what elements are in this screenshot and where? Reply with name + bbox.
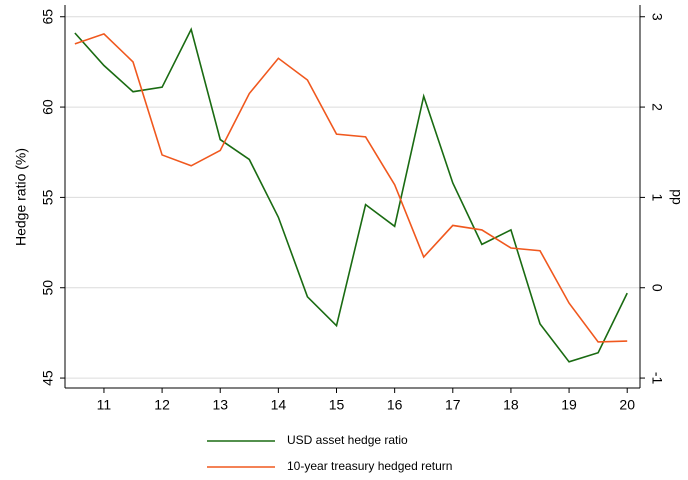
y2-tick-label: 1: [649, 194, 665, 202]
y2-tick-label: 2: [649, 103, 665, 111]
x-tick-label: 12: [154, 397, 170, 413]
y2-axis-label: pp: [669, 189, 685, 205]
y2-tick-label: 0: [649, 284, 665, 292]
x-tick-label: 15: [329, 397, 345, 413]
legend-label: USD asset hedge ratio: [287, 433, 408, 447]
legend-label: 10-year treasury hedged return: [287, 459, 452, 473]
y2-tick-label: -1: [649, 372, 665, 385]
x-tick-label: 11: [97, 397, 112, 413]
x-tick-label: 14: [271, 397, 287, 413]
x-tick-label: 17: [445, 397, 461, 413]
y-axis-label: Hedge ratio (%): [13, 148, 29, 246]
y-tick-label: 65: [40, 9, 56, 25]
y-tick-label: 45: [40, 370, 56, 386]
y-tick-label: 60: [40, 99, 56, 115]
x-tick-label: 20: [619, 397, 635, 413]
x-tick-label: 19: [561, 397, 577, 413]
y-tick-label: 50: [40, 280, 56, 296]
y2-tick-label: 3: [649, 13, 665, 21]
x-tick-label: 18: [503, 397, 519, 413]
x-tick-label: 16: [387, 397, 403, 413]
x-tick-label: 13: [212, 397, 228, 413]
line-series: [74, 32, 628, 343]
y-tick-label: 55: [40, 189, 56, 205]
line-series: [74, 27, 628, 363]
